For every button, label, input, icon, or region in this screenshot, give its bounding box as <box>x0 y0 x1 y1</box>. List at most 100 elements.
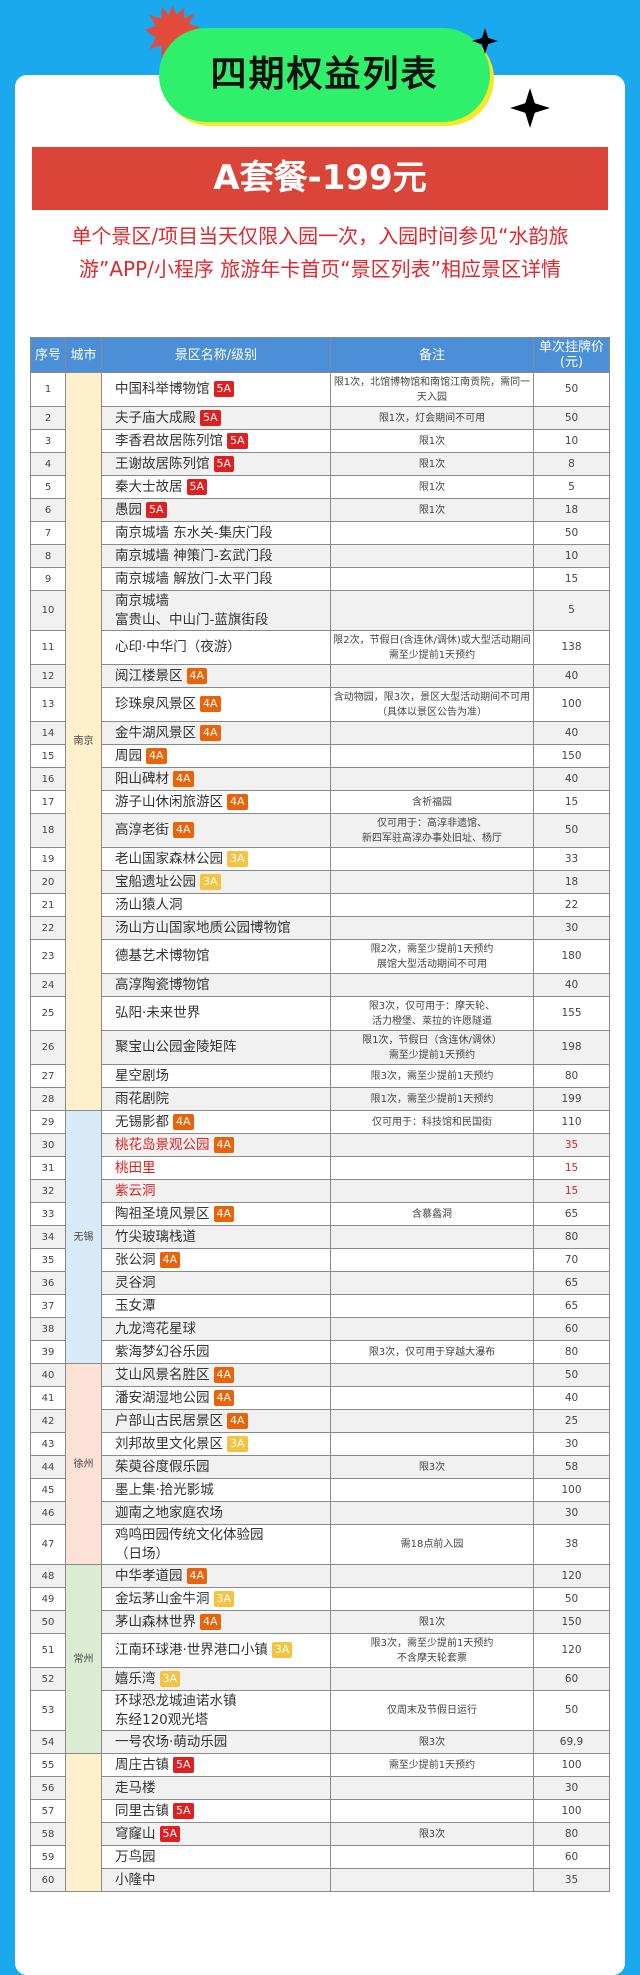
price-cell: 8 <box>533 452 610 476</box>
scenic-name: 茅山森林世界 <box>115 1613 196 1630</box>
level-badge: 3A <box>213 1590 235 1607</box>
price-cell: 80 <box>533 1822 610 1846</box>
scenic-name-cell: 夫子庙大成殿 5A <box>101 406 331 430</box>
table-row: 42 户部山古民居景区 4A 25 <box>30 1409 610 1433</box>
package-banner: A套餐-199元 <box>32 147 608 210</box>
note-cell: 限3次，需至少提前1天预约 <box>330 1064 534 1088</box>
seq-cell: 31 <box>30 1156 66 1180</box>
scenic-name: 走马楼 <box>115 1779 156 1796</box>
scenic-name: 南京城墙 富贵山、中山门-蓝旗街段 <box>115 592 269 628</box>
table-row: 51 江南环球港·世界港口小镇 3A 限3次，需至少提前1天预约 不含摩天轮套票 120 <box>30 1633 610 1668</box>
scenic-name-cell: 紫云洞 <box>101 1179 331 1203</box>
seq-cell: 59 <box>30 1845 66 1869</box>
scenic-name-cell: 汤山猿人洞 <box>101 893 331 917</box>
price-cell: 120 <box>533 1633 610 1668</box>
seq-cell: 21 <box>30 893 66 917</box>
scenic-name: 愚园 <box>115 501 142 518</box>
table-row: 60 小隆中 35 <box>30 1868 610 1892</box>
price-cell: 50 <box>533 372 610 407</box>
table-row: 30 桃花岛景观公园 4A 35 <box>30 1133 610 1157</box>
note-cell: 限1次，需至少提前1天预约 <box>330 1087 534 1111</box>
scenic-name: 环球恐龙城迪诺水镇 东经120观光塔 <box>115 1692 237 1728</box>
header-seq: 序号 <box>30 337 66 373</box>
level-badge: 4A <box>213 1366 235 1383</box>
note-cell: 仅可用于：高淳非遗馆、 新四军驻高淳办事处旧址、杨厅 <box>330 813 534 848</box>
scenic-name-cell: 张公洞 4A <box>101 1248 331 1272</box>
scenic-name: 一号农场·萌动乐园 <box>115 1733 228 1750</box>
table-row: 57 同里古镇 5A 100 <box>30 1799 610 1823</box>
note-cell <box>330 1776 534 1800</box>
seq-cell: 50 <box>30 1610 66 1634</box>
note-cell <box>330 1845 534 1869</box>
note-cell <box>330 916 534 940</box>
seq-cell: 38 <box>30 1317 66 1341</box>
table-row: 50 茅山森林世界 4A 限1次 150 <box>30 1610 610 1634</box>
table-row: 41 潘安湖湿地公园 4A 40 <box>30 1386 610 1410</box>
scenic-name-cell: 艾山风景名胜区 4A <box>101 1363 331 1387</box>
scenic-name-cell: 万鸟园 <box>101 1845 331 1869</box>
note-cell <box>330 1432 534 1456</box>
note-cell <box>330 1868 534 1892</box>
price-cell: 50 <box>533 1587 610 1611</box>
level-badge: 4A <box>173 822 194 838</box>
price-cell: 65 <box>533 1294 610 1318</box>
note-cell: 仅周末及节假日运行 <box>330 1690 534 1731</box>
note-cell <box>330 1478 534 1502</box>
seq-cell: 48 <box>30 1564 66 1588</box>
scenic-name-cell: 聚宝山公园金陵矩阵 <box>101 1030 331 1065</box>
note-cell: 限1次 <box>330 498 534 522</box>
note-cell: 需18点前入园 <box>330 1524 534 1565</box>
scenic-name: 迦南之地家庭农场 <box>115 1504 223 1521</box>
note-cell <box>330 1225 534 1249</box>
scenic-name: 小隆中 <box>115 1871 156 1888</box>
note-cell <box>330 1317 534 1341</box>
seq-cell: 56 <box>30 1776 66 1800</box>
table-row: 55 周庄古镇 5A 需至少提前1天预约 100 <box>30 1753 610 1892</box>
price-cell: 35 <box>533 1133 610 1157</box>
scenic-name-cell: 迦南之地家庭农场 <box>101 1501 331 1525</box>
note-cell: 限1次，灯会期间不可用 <box>330 406 534 430</box>
seq-cell: 60 <box>30 1868 66 1892</box>
seq-cell: 15 <box>30 744 66 768</box>
price-cell: 22 <box>533 893 610 917</box>
scenic-name-cell: 茅山森林世界 4A <box>101 1610 331 1634</box>
scenic-name-cell: 汤山方山国家地质公园博物馆 <box>101 916 331 940</box>
note-cell <box>330 1133 534 1157</box>
scenic-name-cell: 九龙湾花星球 <box>101 1317 331 1341</box>
seq-cell: 27 <box>30 1064 66 1088</box>
seq-cell: 1 <box>30 372 66 407</box>
seq-cell: 37 <box>30 1294 66 1318</box>
scenic-name-cell: 穹窿山 5A <box>101 1822 331 1846</box>
table-row: 20 宝船遗址公园 3A 18 <box>30 870 610 894</box>
scenic-name: 弘阳·未来世界 <box>115 1005 201 1021</box>
level-badge: 4A <box>213 1136 235 1153</box>
scenic-name-cell: 潘安湖湿地公园 4A <box>101 1386 331 1410</box>
scenic-name-cell: 南京城墙 解放门-太平门段 <box>101 567 331 591</box>
table-row: 1 南京 中国科举博物馆 5A 限1次，北馆博物馆和南馆江南贡院，需同一天入园 50 <box>30 372 610 1111</box>
scenic-name: 高淳陶瓷博物馆 <box>115 976 210 993</box>
note-cell: 限3次，仅可用于穿越大瀑布 <box>330 1340 534 1364</box>
seq-cell: 45 <box>30 1478 66 1502</box>
scenic-name-cell: 金牛湖风景区 4A <box>101 721 331 745</box>
scenic-name-cell: 墨上集·拾光影城 <box>101 1478 331 1502</box>
price-cell: 60 <box>533 1845 610 1869</box>
price-cell: 18 <box>533 498 610 522</box>
note-cell <box>330 1294 534 1318</box>
scenic-name: 金坛茅山金牛洞 <box>115 1590 210 1607</box>
scenic-name: 墨上集·拾光影城 <box>115 1481 214 1498</box>
scenic-name-cell: 游子山休闲旅游区 4A <box>101 790 331 814</box>
seq-cell: 47 <box>30 1524 66 1565</box>
scenic-name: 南京城墙 解放门-太平门段 <box>115 570 273 587</box>
table-row: 56 走马楼 30 <box>30 1776 610 1800</box>
note-cell <box>330 973 534 997</box>
level-badge: 3A <box>271 1642 293 1658</box>
scenic-name-cell: 桃田里 <box>101 1156 331 1180</box>
note-cell: 限1次 <box>330 1610 534 1634</box>
scenic-name: 王谢故居陈列馆 <box>115 455 210 472</box>
note-cell <box>330 544 534 568</box>
seq-cell: 3 <box>30 429 66 453</box>
price-cell: 50 <box>533 1690 610 1731</box>
seq-cell: 4 <box>30 452 66 476</box>
scenic-name: 张公洞 <box>115 1251 156 1268</box>
price-cell: 60 <box>533 1317 610 1341</box>
